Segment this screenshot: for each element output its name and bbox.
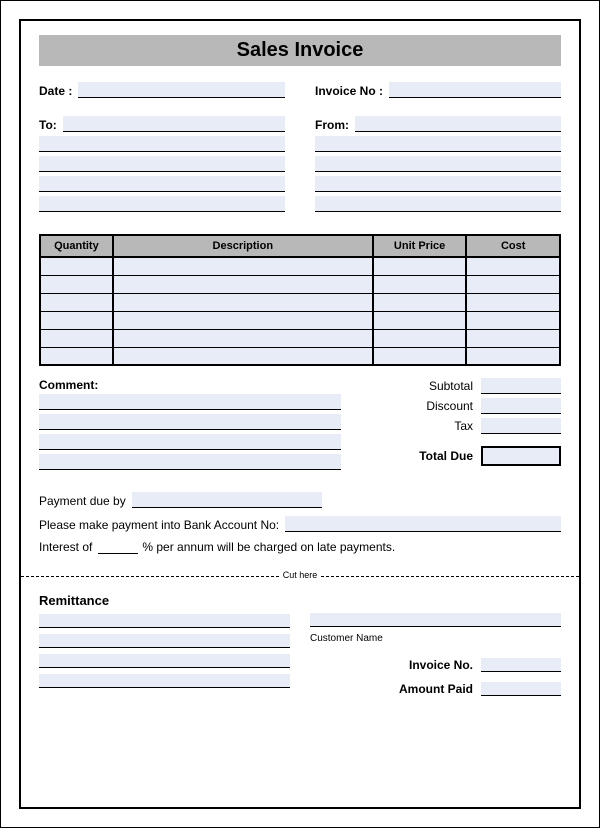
remit-invoice-row: Invoice No.	[310, 658, 561, 672]
discount-label: Discount	[426, 399, 481, 413]
to-input-3[interactable]	[39, 156, 285, 172]
remit-line-3[interactable]	[39, 654, 290, 668]
subtotal-label: Subtotal	[429, 379, 481, 393]
line-items-table: Quantity Description Unit Price Cost	[39, 234, 561, 366]
to-input-4[interactable]	[39, 176, 285, 192]
discount-row: Discount	[361, 398, 561, 414]
customer-name-label: Customer Name	[310, 633, 561, 644]
remit-line-1[interactable]	[39, 614, 290, 628]
summary-section: Comment: Subtotal Discount	[39, 378, 561, 474]
page-title: Sales Invoice	[39, 35, 561, 66]
from-input-5[interactable]	[315, 196, 561, 212]
bank-account-input[interactable]	[285, 516, 561, 532]
remit-line-2[interactable]	[39, 634, 290, 648]
table-row	[40, 311, 560, 329]
remit-invoice-input[interactable]	[481, 658, 561, 672]
cut-here-label: Cut here	[279, 570, 322, 580]
interest-post: % per annum will be charged on late paym…	[138, 540, 401, 554]
table-row	[40, 257, 560, 275]
remit-line-4[interactable]	[39, 674, 290, 688]
invoice-no-input[interactable]	[389, 82, 561, 98]
table-body	[40, 257, 560, 365]
invoice-page: Sales Invoice Date : Invoice No : To:	[0, 0, 600, 828]
invoice-no-field: Invoice No :	[315, 82, 561, 98]
remittance-title: Remittance	[39, 593, 290, 608]
date-input[interactable]	[78, 82, 285, 98]
payment-due-line: Payment due by	[39, 492, 561, 508]
table-row	[40, 347, 560, 365]
header-row-1: Date : Invoice No :	[39, 82, 561, 102]
interest-line: Interest of % per annum will be charged …	[39, 540, 561, 554]
tax-row: Tax	[361, 418, 561, 434]
cut-line: Cut here	[21, 576, 579, 587]
table-row	[40, 329, 560, 347]
to-input-2[interactable]	[39, 136, 285, 152]
from-input-3[interactable]	[315, 156, 561, 172]
col-cost: Cost	[466, 235, 560, 257]
bank-account-label: Please make payment into Bank Account No…	[39, 518, 285, 532]
invoice-inner: Sales Invoice Date : Invoice No : To:	[19, 19, 581, 809]
remit-amount-label: Amount Paid	[399, 682, 481, 696]
from-label: From:	[315, 118, 355, 132]
from-input-1[interactable]	[355, 116, 561, 132]
col-quantity: Quantity	[40, 235, 113, 257]
from-input-4[interactable]	[315, 176, 561, 192]
remittance-left: Remittance	[39, 593, 290, 706]
remit-amount-input[interactable]	[481, 682, 561, 696]
payment-due-input[interactable]	[132, 492, 322, 508]
total-due-row: Total Due	[361, 446, 561, 466]
date-field: Date :	[39, 82, 285, 98]
comment-label: Comment:	[39, 378, 341, 392]
discount-value[interactable]	[481, 398, 561, 414]
payment-due-label: Payment due by	[39, 494, 132, 508]
from-block: From:	[315, 116, 561, 216]
remittance-right: Customer Name Invoice No. Amount Paid	[310, 593, 561, 706]
remittance-section: Remittance Customer Name Invoice No. Amo…	[39, 593, 561, 706]
comment-line-4[interactable]	[39, 454, 341, 470]
payment-section: Payment due by Please make payment into …	[39, 492, 561, 562]
comment-line-3[interactable]	[39, 434, 341, 450]
to-input-1[interactable]	[63, 116, 285, 132]
customer-name-input[interactable]	[310, 613, 561, 627]
comment-line-1[interactable]	[39, 394, 341, 410]
tax-label: Tax	[454, 419, 481, 433]
comment-line-2[interactable]	[39, 414, 341, 430]
interest-pre: Interest of	[39, 540, 98, 554]
table-header-row: Quantity Description Unit Price Cost	[40, 235, 560, 257]
bank-account-line: Please make payment into Bank Account No…	[39, 516, 561, 532]
total-due-value[interactable]	[481, 446, 561, 466]
interest-input[interactable]	[98, 540, 138, 554]
totals-block: Subtotal Discount Tax Total Due	[361, 378, 561, 474]
to-block: To:	[39, 116, 285, 216]
remit-amount-row: Amount Paid	[310, 682, 561, 696]
col-unit-price: Unit Price	[373, 235, 467, 257]
table-row	[40, 275, 560, 293]
to-input-5[interactable]	[39, 196, 285, 212]
table-row	[40, 293, 560, 311]
date-label: Date :	[39, 84, 78, 98]
to-label: To:	[39, 118, 63, 132]
col-description: Description	[113, 235, 373, 257]
from-input-2[interactable]	[315, 136, 561, 152]
invoice-no-label: Invoice No :	[315, 84, 389, 98]
total-due-label: Total Due	[419, 449, 481, 463]
remit-invoice-label: Invoice No.	[409, 658, 481, 672]
comment-block: Comment:	[39, 378, 341, 474]
subtotal-row: Subtotal	[361, 378, 561, 394]
tax-value[interactable]	[481, 418, 561, 434]
header-row-2: To: From:	[39, 116, 561, 216]
subtotal-value[interactable]	[481, 378, 561, 394]
